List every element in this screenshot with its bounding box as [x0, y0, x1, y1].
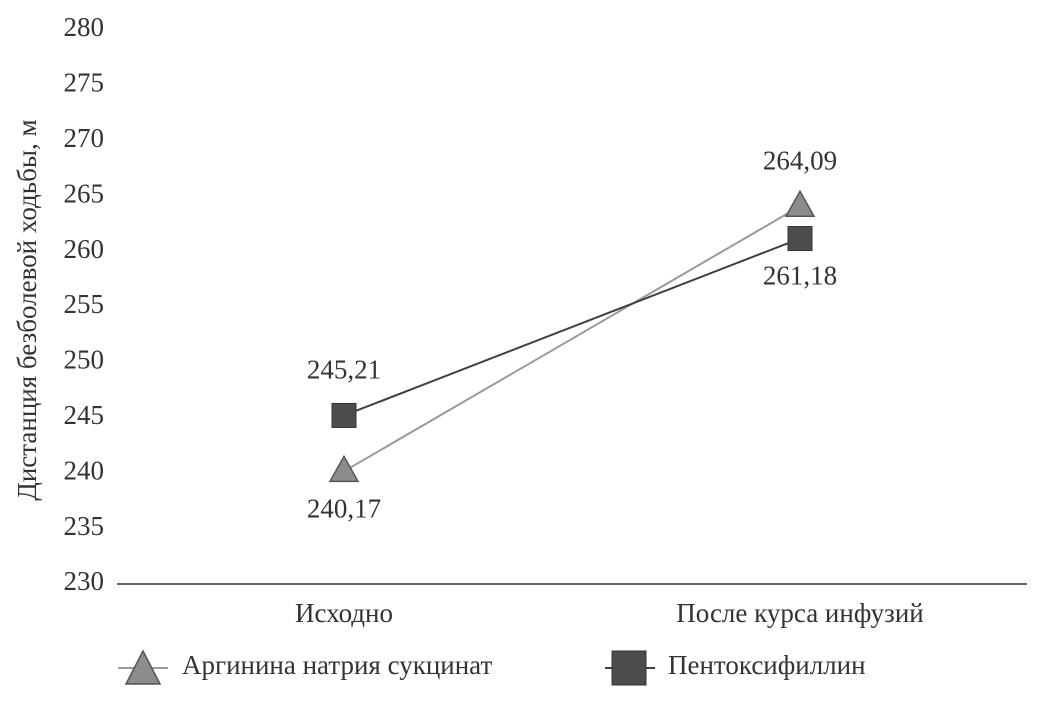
data-label: 245,21: [307, 355, 381, 385]
y-tick-label: 275: [64, 68, 105, 98]
data-label: 261,18: [763, 261, 837, 291]
y-tick-label: 255: [64, 289, 105, 319]
x-tick-label: После курса инфузий: [676, 598, 923, 628]
data-label: 264,09: [763, 145, 837, 175]
data-point: [331, 402, 357, 428]
legend-label: Пентоксифиллин: [668, 650, 866, 680]
y-tick-label: 270: [64, 123, 105, 153]
y-tick-label: 240: [64, 455, 105, 485]
y-tick-label: 280: [64, 12, 105, 42]
legend-marker: [124, 649, 162, 685]
series-line: [343, 205, 801, 473]
legend-marker: [611, 650, 647, 686]
y-tick-label: 245: [64, 400, 105, 430]
series-line: [343, 237, 801, 417]
y-tick-label: 230: [64, 566, 105, 596]
data-point: [787, 226, 813, 252]
y-tick-label: 260: [64, 234, 105, 264]
y-tick-label: 265: [64, 178, 105, 208]
y-axis-label: Дистанция безболевой ходьбы, м: [12, 119, 42, 500]
y-tick-label: 235: [64, 511, 105, 541]
x-tick-label: Исходно: [295, 598, 393, 628]
legend-label: Аргинина натрия сукцинат: [182, 650, 492, 680]
data-label: 240,17: [307, 494, 381, 524]
y-tick-label: 250: [64, 345, 105, 375]
data-point: [784, 189, 816, 218]
data-point: [328, 454, 360, 483]
